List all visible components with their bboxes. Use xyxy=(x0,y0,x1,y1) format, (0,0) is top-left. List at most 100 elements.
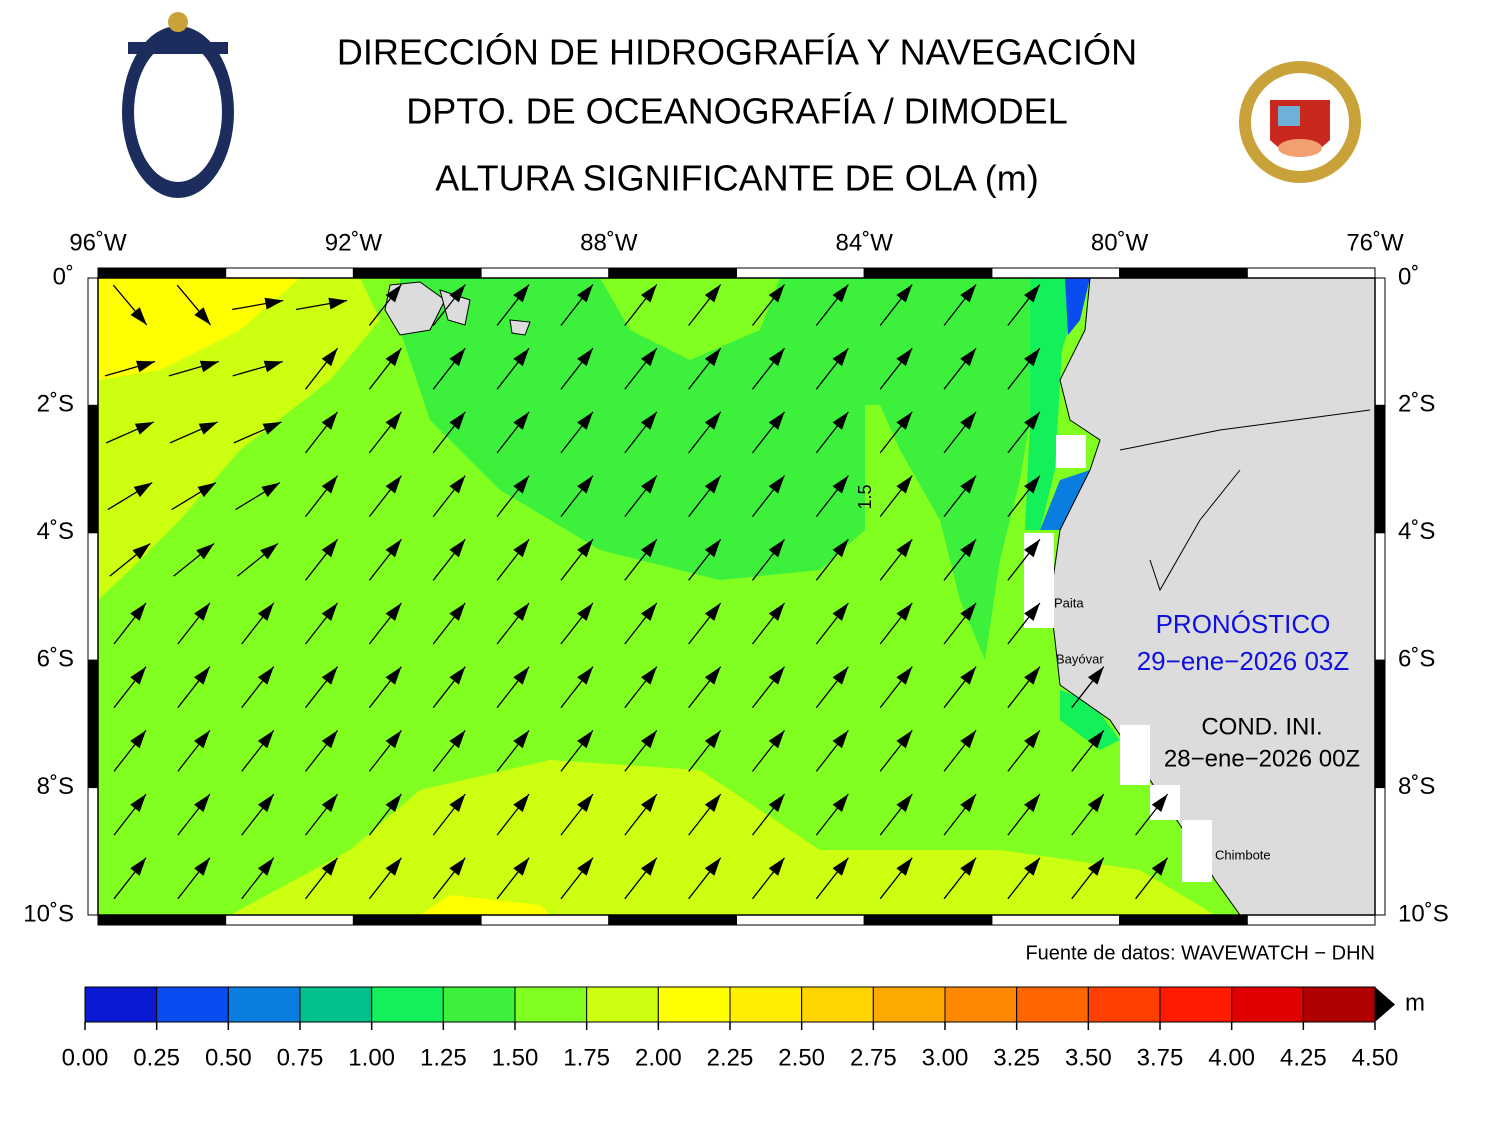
arrow-head xyxy=(896,666,913,685)
colorbar-tick-label: 1.50 xyxy=(492,1044,539,1071)
arrow-head xyxy=(896,284,913,303)
arrow-head xyxy=(896,603,913,621)
arrow-head xyxy=(198,421,218,435)
colorbar-tick-label: 0.75 xyxy=(277,1044,324,1071)
arrow-head xyxy=(704,284,721,303)
arrow-head xyxy=(1024,475,1040,494)
colorbar-segment xyxy=(801,986,874,1023)
arrow-head xyxy=(704,857,721,876)
arrow-head xyxy=(768,475,785,494)
lon-label: 76˚W xyxy=(1346,229,1404,256)
arrow-head xyxy=(449,411,466,430)
initial-time: 28−ene−2026 00Z xyxy=(1164,745,1360,772)
arrow-head xyxy=(385,475,402,494)
colorbar-segment xyxy=(1231,986,1304,1023)
arrow-head xyxy=(640,475,657,494)
arrow-head xyxy=(263,360,283,373)
arrow-head xyxy=(832,284,849,303)
frame-bar xyxy=(736,267,865,279)
arrow-head xyxy=(832,794,849,812)
arrow-head xyxy=(321,411,338,430)
arrow-head xyxy=(130,307,147,325)
arrow-head xyxy=(130,794,147,812)
arrow-head xyxy=(513,666,530,685)
arrow-head xyxy=(768,284,785,303)
lat-label: 0˚ xyxy=(53,263,74,290)
colorbar-segment xyxy=(1302,986,1376,1023)
arrow-head xyxy=(960,284,977,303)
arrow-head xyxy=(257,794,274,812)
arrow-head xyxy=(321,857,338,876)
arrow-head xyxy=(130,730,147,749)
arrow-head xyxy=(704,794,721,812)
title-line: DIRECCIÓN DE HIDROGRAFÍA Y NAVEGACIÓN xyxy=(337,32,1137,73)
arrow-head xyxy=(1151,794,1168,812)
arrow-head xyxy=(960,794,977,812)
colorbar-tick-label: 0.25 xyxy=(133,1044,180,1071)
arrow-head xyxy=(960,348,977,367)
lat-label: 4˚S xyxy=(37,518,74,545)
frame-bar xyxy=(736,914,865,926)
colorbar-tick-label: 0.50 xyxy=(205,1044,252,1071)
arrow-head xyxy=(960,539,977,558)
arrow-head xyxy=(832,603,849,621)
forecast-time: 29−ene−2026 03Z xyxy=(1137,646,1350,676)
arrow-head xyxy=(385,603,402,621)
frame-bar xyxy=(225,914,354,926)
arrow-head xyxy=(194,307,211,325)
frame-bar xyxy=(1374,659,1386,789)
arrow-head xyxy=(640,284,657,303)
arrow-head xyxy=(321,348,338,367)
colorbar-tick-label: 2.00 xyxy=(635,1044,682,1071)
arrow-head xyxy=(577,794,593,812)
colorbar-tick-label: 4.00 xyxy=(1208,1044,1255,1071)
arrow-head xyxy=(896,411,913,430)
arrow-head xyxy=(130,857,147,876)
arrow-head xyxy=(513,411,530,430)
colorbar-tick-label: 3.75 xyxy=(1137,1044,1184,1071)
arrow-head xyxy=(449,348,466,367)
arrow-head xyxy=(513,857,530,876)
colorbar-segment xyxy=(729,986,803,1023)
lon-label: 84˚W xyxy=(836,229,894,256)
arrow-head xyxy=(261,482,280,498)
lat-label: 10˚S xyxy=(1398,900,1449,927)
place-label: Chimbote xyxy=(1215,847,1271,862)
arrow-head xyxy=(449,539,466,558)
colorbar-segment xyxy=(84,986,158,1023)
arrow-head xyxy=(321,603,338,621)
arrow-head xyxy=(513,539,530,558)
colorbar-segment xyxy=(1159,986,1233,1023)
arrow-head xyxy=(704,539,721,558)
arrow-head xyxy=(513,284,530,303)
lat-label: 8˚S xyxy=(1398,773,1435,800)
arrow-head xyxy=(577,475,593,494)
arrow-head xyxy=(513,475,530,494)
arrow-head xyxy=(133,482,153,498)
arrow-head xyxy=(704,348,721,367)
arrow-head xyxy=(832,475,849,494)
colorbar: 0.00 0.25 0.50 0.75 1.00 1.25 1.50 1.75 2.00 2.25… xyxy=(62,986,1398,1071)
frame-bar xyxy=(480,267,610,279)
arrow-head xyxy=(132,543,151,560)
arrow-head xyxy=(960,666,977,685)
frame-bar xyxy=(352,267,482,279)
arrow-head xyxy=(196,543,215,560)
arrow-head xyxy=(134,421,154,435)
arrow-head xyxy=(1024,666,1040,685)
frame-bar xyxy=(97,914,227,926)
arrow-head xyxy=(1024,348,1040,367)
arrow-head xyxy=(577,857,593,876)
arrow-head xyxy=(385,348,402,367)
colorbar-segment xyxy=(1087,986,1161,1023)
right-logo xyxy=(1239,61,1361,183)
lat-label: 2˚S xyxy=(37,391,74,418)
arrow-head xyxy=(1024,794,1040,812)
colorbar-tick-label: 4.25 xyxy=(1280,1044,1327,1071)
frame-bar xyxy=(480,914,610,926)
arrow-head xyxy=(1024,411,1040,430)
frame-bar xyxy=(97,267,227,279)
arrow-head xyxy=(704,730,721,749)
lat-label: 8˚S xyxy=(37,773,74,800)
